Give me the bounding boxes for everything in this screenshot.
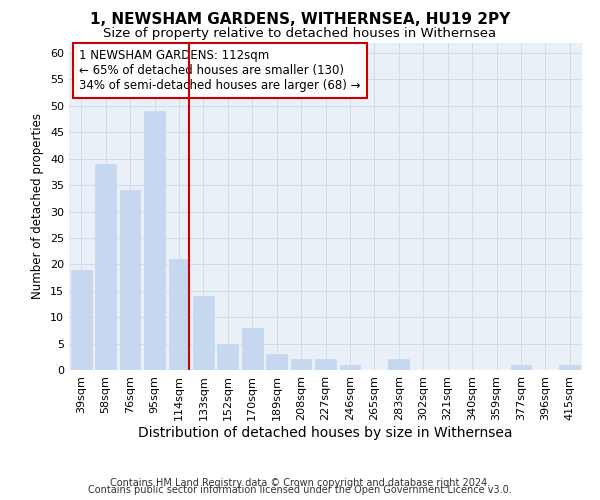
Bar xyxy=(266,354,287,370)
Bar xyxy=(340,364,361,370)
Text: Contains HM Land Registry data © Crown copyright and database right 2024.: Contains HM Land Registry data © Crown c… xyxy=(110,478,490,488)
X-axis label: Distribution of detached houses by size in Withernsea: Distribution of detached houses by size … xyxy=(138,426,513,440)
Bar xyxy=(95,164,116,370)
Text: Contains public sector information licensed under the Open Government Licence v3: Contains public sector information licen… xyxy=(88,485,512,495)
Bar xyxy=(119,190,140,370)
Bar xyxy=(511,364,532,370)
Text: 1, NEWSHAM GARDENS, WITHERNSEA, HU19 2PY: 1, NEWSHAM GARDENS, WITHERNSEA, HU19 2PY xyxy=(90,12,510,28)
Bar xyxy=(559,364,580,370)
Text: 1 NEWSHAM GARDENS: 112sqm
← 65% of detached houses are smaller (130)
34% of semi: 1 NEWSHAM GARDENS: 112sqm ← 65% of detac… xyxy=(79,49,361,92)
Bar xyxy=(217,344,238,370)
Bar xyxy=(242,328,263,370)
Y-axis label: Number of detached properties: Number of detached properties xyxy=(31,114,44,299)
Bar xyxy=(290,360,311,370)
Bar xyxy=(315,360,336,370)
Text: Size of property relative to detached houses in Withernsea: Size of property relative to detached ho… xyxy=(103,28,497,40)
Bar xyxy=(193,296,214,370)
Bar xyxy=(169,259,190,370)
Bar xyxy=(144,111,165,370)
Bar xyxy=(71,270,92,370)
Bar xyxy=(388,360,409,370)
